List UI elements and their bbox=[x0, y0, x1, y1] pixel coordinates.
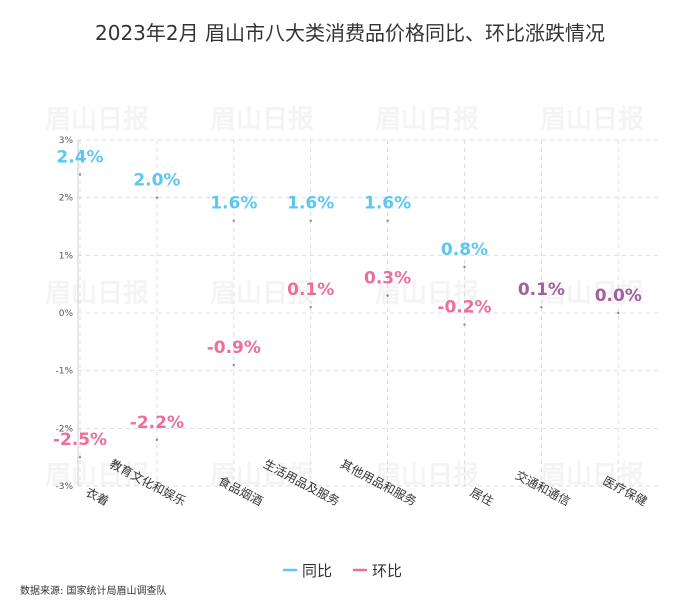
legend-label: 环比 bbox=[372, 562, 402, 580]
data-point-yoy bbox=[155, 196, 159, 199]
data-point-mom bbox=[309, 306, 312, 309]
data-point-mom bbox=[232, 363, 235, 367]
watermark-text: 眉山日报 bbox=[45, 104, 149, 135]
data-label-mom: -0.9% bbox=[207, 338, 261, 358]
watermark-text: 眉山日报 bbox=[540, 104, 644, 135]
y-tick-label: 0% bbox=[59, 309, 74, 319]
data-label-yoy: 1.6% bbox=[364, 194, 411, 214]
watermark-text: 眉山日报 bbox=[540, 278, 644, 309]
data-label-mom: -2.2% bbox=[130, 413, 184, 433]
legend-label: 同比 bbox=[302, 562, 332, 580]
watermark-text: 眉山日报 bbox=[375, 104, 479, 135]
legend: 同比 环比 bbox=[282, 562, 402, 580]
data-point-yoy bbox=[78, 173, 82, 176]
data-label-mom: 0.3% bbox=[364, 269, 411, 289]
watermark-text: 眉山日报 bbox=[210, 104, 314, 135]
data-point-yoy bbox=[232, 219, 235, 222]
y-tick-label: -1% bbox=[55, 367, 73, 377]
y-tick-label: 3% bbox=[59, 136, 74, 146]
chart-title: 2023年2月 眉山市八大类消费品价格同比、环比涨跌情况 bbox=[95, 21, 605, 45]
data-point-yoy bbox=[463, 265, 466, 269]
data-label-yoy: 1.6% bbox=[210, 194, 257, 214]
watermark-text: 眉山日报 bbox=[210, 278, 314, 309]
data-point-yoy bbox=[617, 311, 620, 315]
data-point-yoy bbox=[309, 219, 312, 222]
data-label-yoy: 2.0% bbox=[133, 171, 180, 191]
watermark-text: 眉山日报 bbox=[375, 278, 479, 309]
data-point-mom bbox=[155, 438, 159, 442]
data-point-yoy bbox=[540, 306, 543, 309]
y-tick-labels: -3% -2% -1% 0% 1% 2% 3% bbox=[55, 136, 73, 492]
data-point-yoy bbox=[386, 219, 389, 222]
data-label-yoy: 0.8% bbox=[441, 240, 488, 260]
data-point-mom bbox=[386, 294, 389, 297]
y-tick-label: -2% bbox=[55, 424, 73, 434]
data-label-mom: 0.1% bbox=[287, 280, 334, 300]
grid-lines bbox=[78, 139, 660, 487]
y-tick-label: -3% bbox=[55, 482, 73, 492]
data-label-yoy: 0.1% bbox=[518, 280, 565, 300]
data-point-mom bbox=[78, 455, 82, 459]
data-label-yoy: 2.4% bbox=[56, 148, 103, 168]
data-points bbox=[78, 173, 620, 459]
data-label-yoy: 1.6% bbox=[287, 194, 334, 214]
data-label-yoy: 0.0% bbox=[595, 286, 642, 306]
x-category-label: 居住 bbox=[468, 485, 496, 509]
data-labels: 2.4% -2.5% 2.0% -2.2% 1.6% -0.9% 1.6% 0.1% 1.6% 0… bbox=[53, 148, 642, 451]
data-label-mom: -2.5% bbox=[53, 430, 107, 450]
source-note: 数据来源: 国家统计局眉山调查队 bbox=[20, 584, 167, 597]
data-point-mom bbox=[463, 323, 466, 326]
data-label-mom: -0.2% bbox=[437, 298, 491, 318]
y-tick-label: 2% bbox=[59, 194, 74, 204]
watermark-text: 眉山日报 bbox=[45, 278, 149, 309]
y-tick-label: 1% bbox=[59, 251, 74, 261]
